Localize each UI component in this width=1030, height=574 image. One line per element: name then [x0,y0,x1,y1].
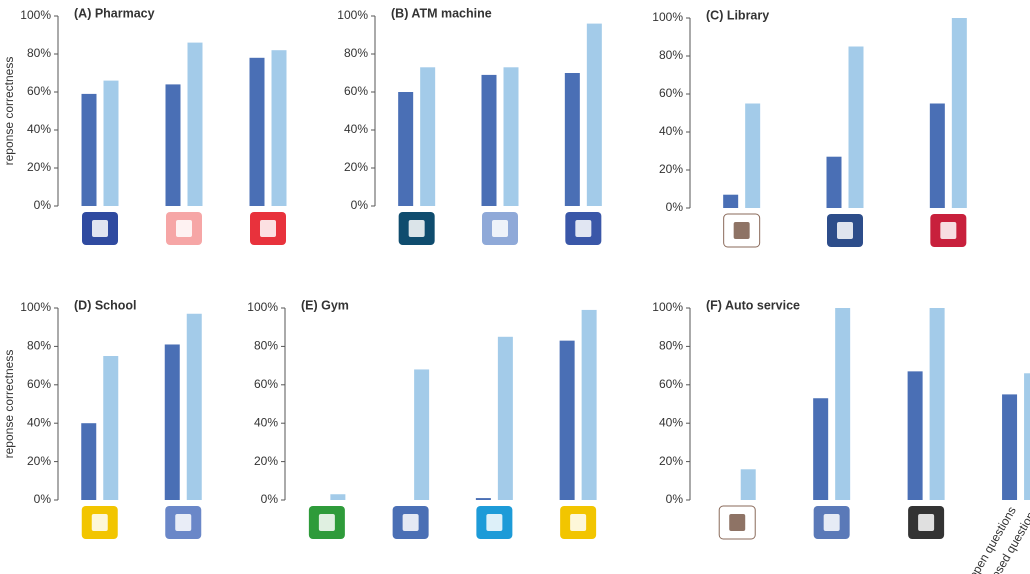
bar [503,67,519,206]
icon-glyph [940,222,957,239]
icon-glyph [733,222,750,239]
panel-title: (B) ATM machine [391,6,492,20]
bar [740,469,756,500]
y-tick-label: 0% [34,492,52,506]
y-tick-label: 0% [261,492,279,506]
icon-glyph [823,514,840,531]
bar [951,18,967,208]
y-tick-label: 20% [254,454,278,468]
y-tick-label: 80% [659,48,683,62]
icon-glyph [486,514,503,531]
icon-glyph [408,220,425,237]
bar [398,92,414,206]
panel-title: (E) Gym [301,298,349,312]
bar [271,50,287,207]
bar [330,494,346,500]
bar [907,371,923,500]
y-tick-label: 40% [254,415,278,429]
y-tick-label: 60% [27,377,51,391]
y-tick-label: 80% [254,339,278,353]
bar [186,313,202,500]
y-tick-label: 60% [659,377,683,391]
bar [81,423,97,500]
y-tick-label: 80% [27,46,51,60]
bar [586,23,602,206]
bar [497,336,513,500]
y-tick-label: 0% [351,198,369,212]
y-tick-label: 100% [337,8,368,22]
y-tick-label: 80% [344,46,368,60]
icon-glyph [570,514,587,531]
y-tick-label: 40% [27,415,51,429]
icon-glyph [176,220,192,237]
bar [187,42,203,206]
y-tick-label: 60% [659,86,683,100]
y-tick-label: 40% [344,122,368,136]
bar [929,308,945,500]
panel-title: (C) Library [706,8,769,22]
bar [813,398,829,500]
bar [559,340,575,500]
icon-glyph [837,222,853,239]
bar [103,356,119,500]
bar [481,74,497,207]
bar [723,194,739,208]
bar [414,369,430,500]
bar [581,309,597,500]
y-tick-label: 100% [652,300,683,314]
bar [929,103,945,208]
icon-glyph [729,514,746,531]
panel-title: (D) School [74,298,137,312]
icon-glyph [175,514,192,531]
icon-glyph [318,514,335,531]
y-tick-label: 0% [666,492,684,506]
icon-glyph [918,514,935,531]
y-tick-label: 60% [344,84,368,98]
y-tick-label: 80% [27,339,51,353]
bar [164,344,180,500]
bar [81,93,97,206]
icon-glyph [92,220,108,237]
y-tick-label: 20% [659,454,683,468]
bar [103,80,119,206]
bar [475,498,491,500]
y-tick-label: 0% [34,198,52,212]
bar [249,57,265,206]
y-tick-label: 100% [20,8,51,22]
bar [835,308,851,500]
y-tick-label: 40% [659,415,683,429]
bar [564,73,580,206]
y-tick-label: 20% [659,162,683,176]
y-tick-label: 20% [27,454,51,468]
icon-glyph [91,514,108,531]
y-tick-label: 40% [659,124,683,138]
bar [1024,373,1030,500]
panel-title: (F) Auto service [706,298,800,312]
bar [165,84,181,206]
panel-title: (A) Pharmacy [74,6,155,20]
icon-glyph [575,220,592,237]
bar [1002,394,1018,500]
y-tick-label: 80% [659,339,683,353]
y-tick-label: 20% [344,160,368,174]
y-axis-label: reponse correctness [2,57,16,166]
y-tick-label: 100% [20,300,51,314]
y-tick-label: 0% [666,200,684,214]
y-tick-label: 40% [27,122,51,136]
y-tick-label: 20% [27,160,51,174]
bar [745,103,761,208]
y-tick-label: 60% [27,84,51,98]
bar [826,156,842,208]
bar [848,46,864,208]
y-tick-label: 60% [254,377,278,391]
icon-glyph [260,220,276,237]
y-tick-label: 100% [652,10,683,24]
icon-glyph [492,220,508,237]
bar [420,67,436,206]
y-tick-label: 100% [247,300,278,314]
icon-glyph [402,514,419,531]
y-axis-label: reponse correctness [2,350,16,459]
